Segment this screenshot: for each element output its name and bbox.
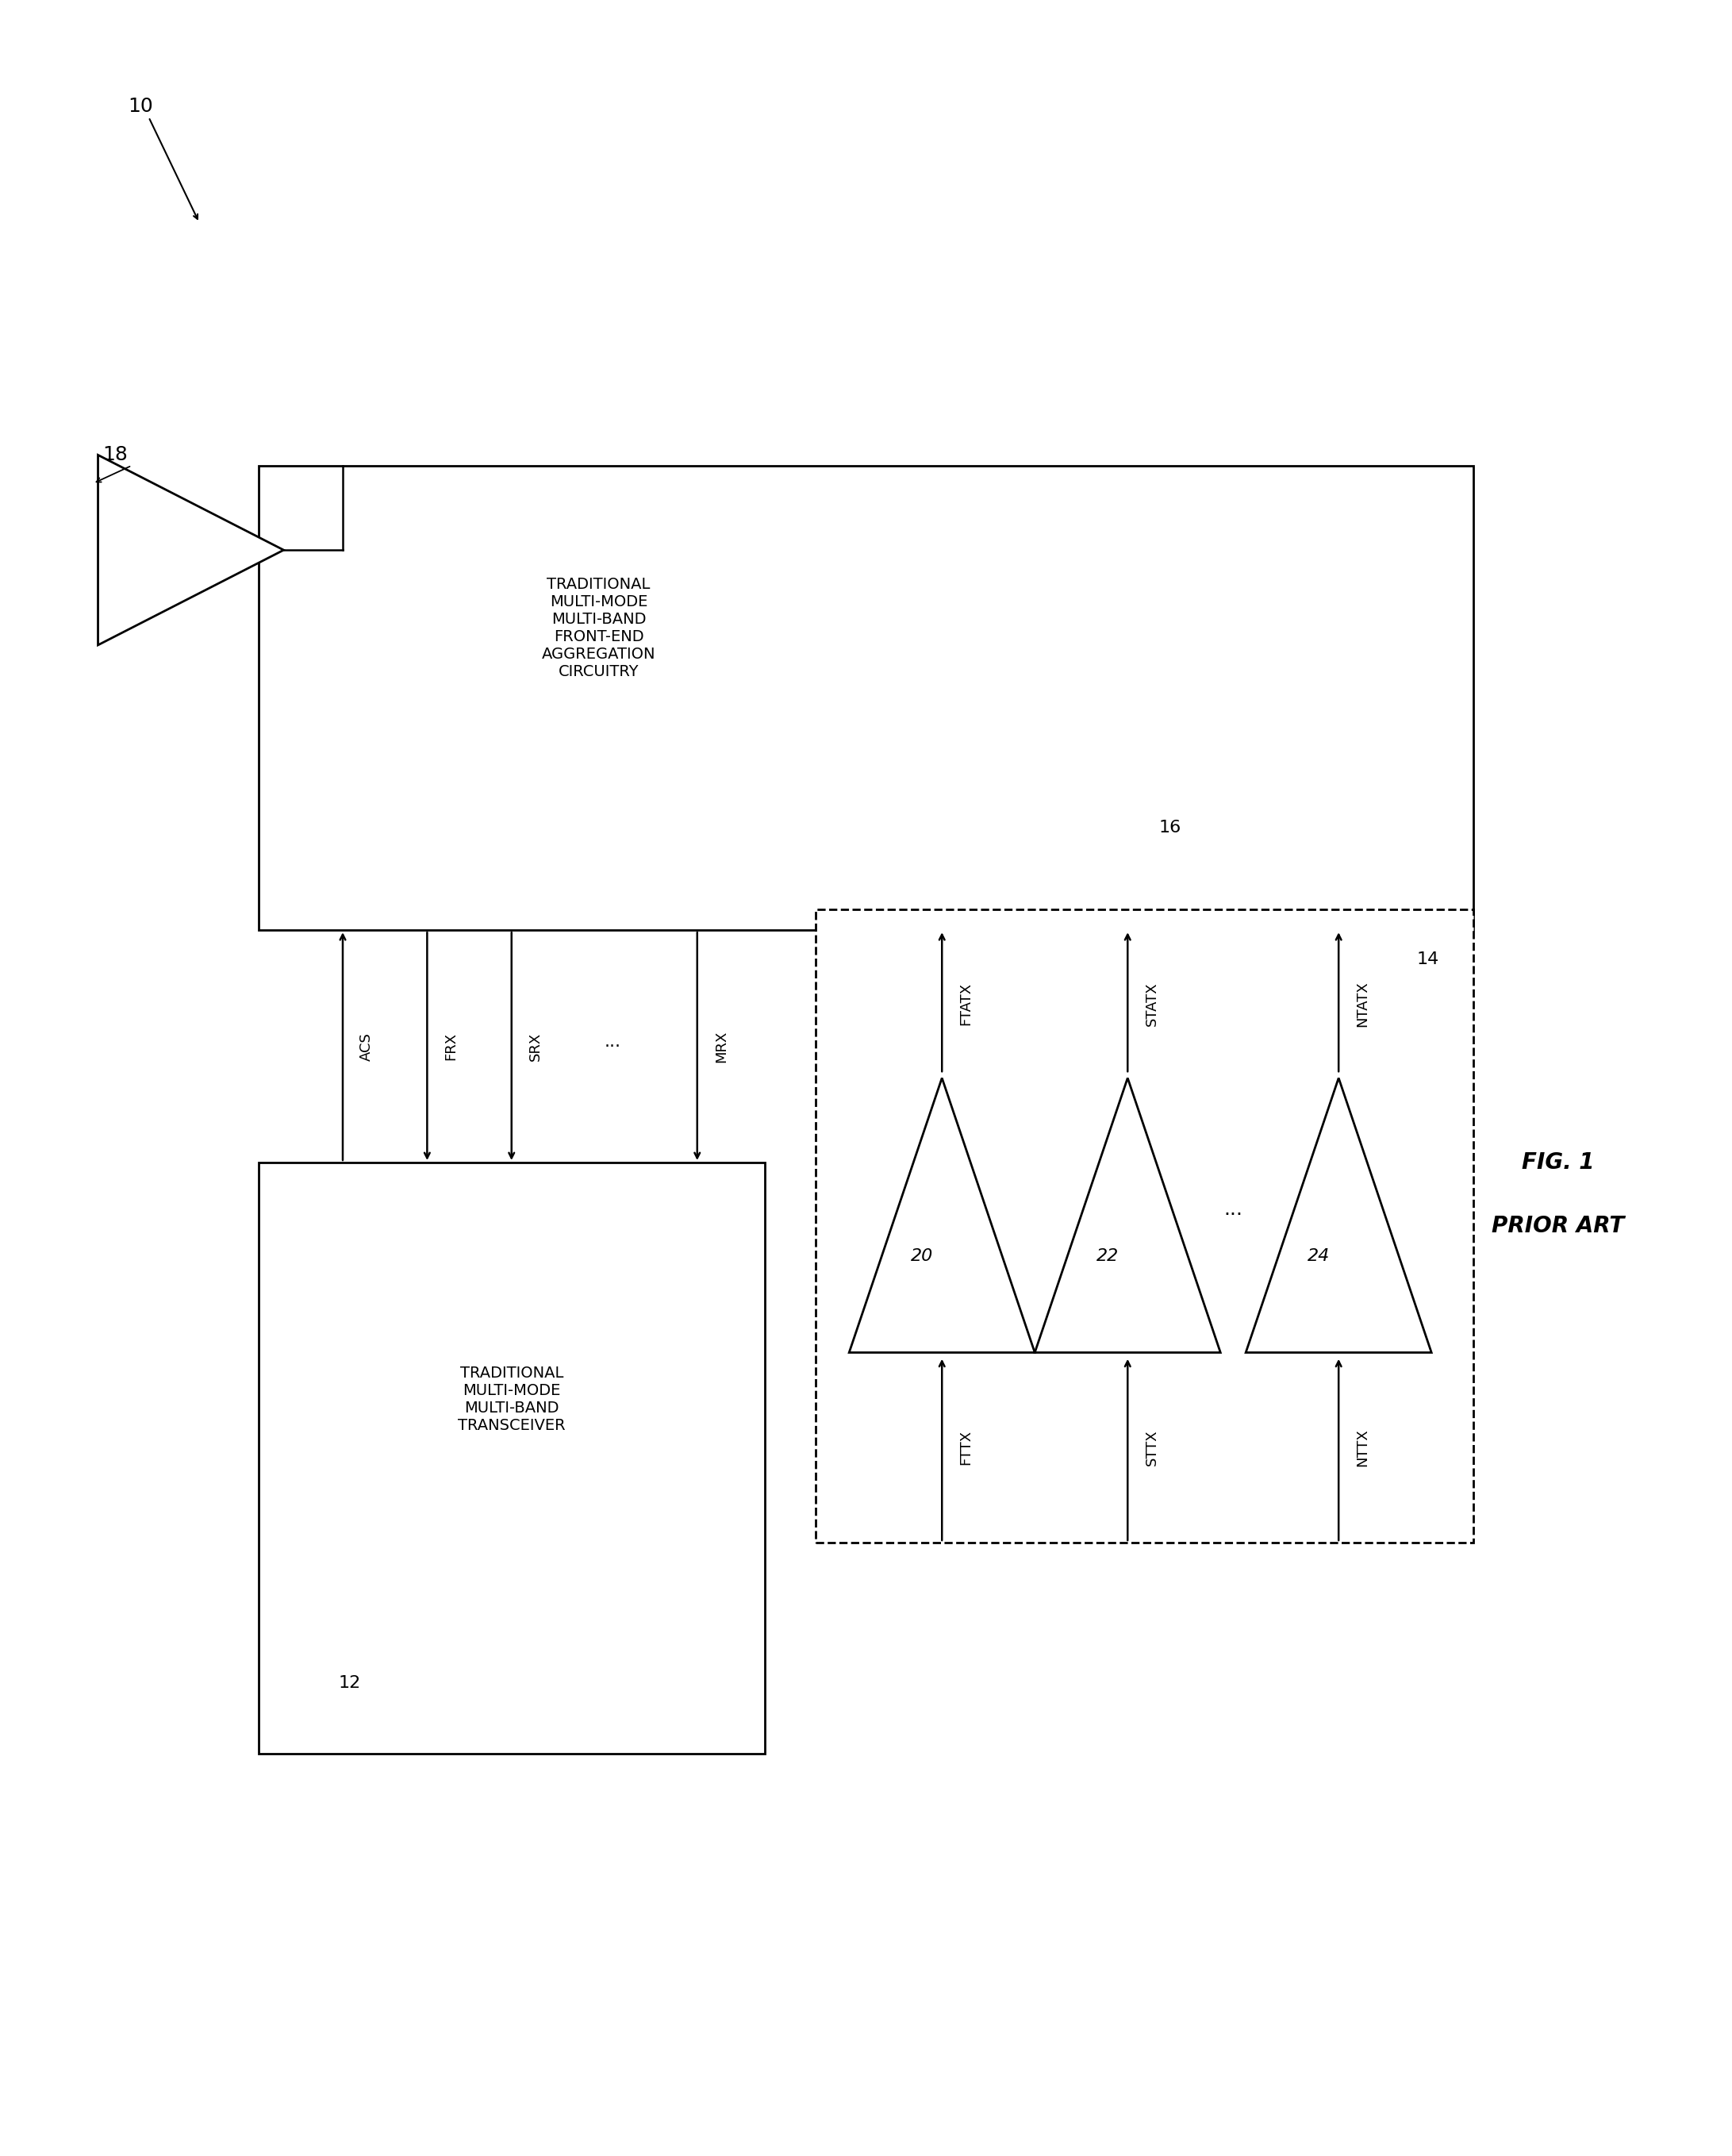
Text: STATX: STATX — [1145, 981, 1159, 1026]
Text: 12: 12 — [338, 1675, 360, 1690]
Polygon shape — [849, 1078, 1034, 1352]
Bar — [816, 910, 1474, 1544]
Text: 14: 14 — [1417, 951, 1439, 968]
Text: PRIOR ART: PRIOR ART — [1491, 1214, 1625, 1238]
Text: ACS: ACS — [360, 1033, 374, 1061]
Text: 10: 10 — [128, 97, 152, 116]
Text: FTATX: FTATX — [960, 983, 973, 1026]
Text: NTATX: NTATX — [1356, 981, 1370, 1026]
Text: ···: ··· — [1223, 1205, 1242, 1225]
Text: MRX: MRX — [714, 1031, 729, 1063]
Text: 20: 20 — [911, 1248, 934, 1263]
Bar — [258, 466, 1474, 929]
Polygon shape — [1034, 1078, 1221, 1352]
Text: 24: 24 — [1308, 1248, 1330, 1263]
Text: ···: ··· — [604, 1039, 622, 1054]
Text: TRADITIONAL
MULTI-MODE
MULTI-BAND
TRANSCEIVER: TRADITIONAL MULTI-MODE MULTI-BAND TRANSC… — [457, 1365, 565, 1434]
Bar — [258, 1162, 766, 1753]
Text: 16: 16 — [1159, 819, 1181, 837]
Text: NTTX: NTTX — [1356, 1429, 1370, 1466]
Text: FIG. 1: FIG. 1 — [1522, 1151, 1595, 1173]
Polygon shape — [99, 455, 284, 645]
Polygon shape — [1245, 1078, 1431, 1352]
Text: TRADITIONAL
MULTI-MODE
MULTI-BAND
FRONT-END
AGGREGATION
CIRCUITRY: TRADITIONAL MULTI-MODE MULTI-BAND FRONT-… — [542, 578, 655, 679]
Text: STTX: STTX — [1145, 1429, 1159, 1466]
Text: FRX: FRX — [443, 1033, 459, 1061]
Text: FTTX: FTTX — [960, 1429, 973, 1466]
Text: SRX: SRX — [528, 1033, 542, 1061]
Text: 18: 18 — [102, 446, 128, 464]
Text: 22: 22 — [1096, 1248, 1119, 1263]
